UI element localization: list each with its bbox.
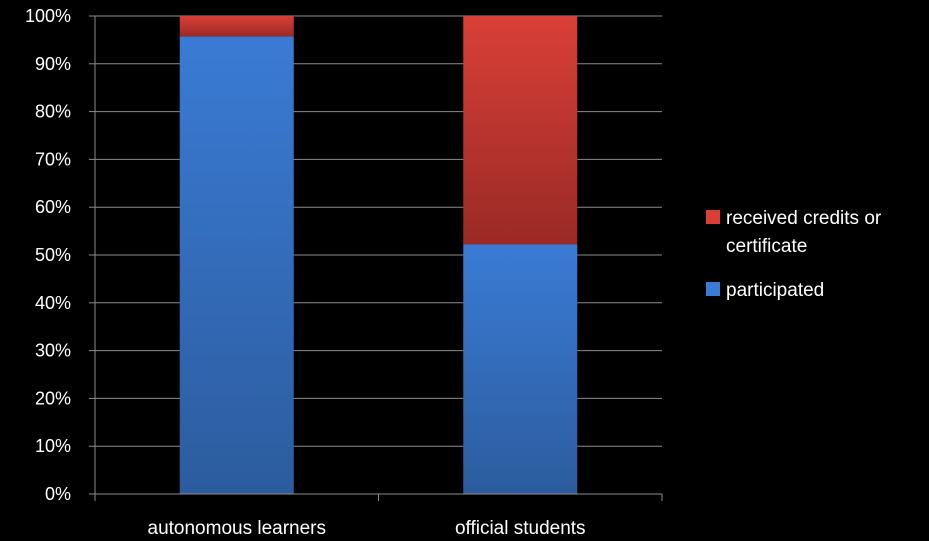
y-tick-label: 50% bbox=[35, 245, 71, 265]
legend-item: received credits or certificate bbox=[706, 208, 882, 257]
y-tick-label: 0% bbox=[45, 484, 71, 504]
y-tick-label: 60% bbox=[35, 197, 71, 217]
bar-participated-official-students bbox=[463, 244, 578, 494]
bars bbox=[179, 16, 578, 494]
y-tick-label: 80% bbox=[35, 102, 71, 122]
legend-item: participated bbox=[706, 280, 824, 301]
y-tick-label: 100% bbox=[25, 6, 71, 26]
y-tick-label: 10% bbox=[35, 436, 71, 456]
legend-swatch bbox=[706, 210, 720, 224]
y-tick-label: 70% bbox=[35, 149, 71, 169]
legend-label: participated bbox=[726, 280, 824, 301]
legend-swatch bbox=[706, 282, 720, 296]
bar-participated-autonomous-learners bbox=[179, 36, 294, 494]
y-tick-label: 90% bbox=[35, 54, 71, 74]
legend-label: certificate bbox=[726, 236, 807, 257]
legend: received credits or certificate participat… bbox=[706, 208, 882, 301]
x-category-label: official students bbox=[455, 518, 586, 539]
x-category-labels: autonomous learners official students bbox=[148, 518, 586, 539]
bar-received-credits-or-certificate-official-students bbox=[463, 16, 578, 245]
y-tick-label: 20% bbox=[35, 388, 71, 408]
y-tick-label: 30% bbox=[35, 341, 71, 361]
y-tick-label: 40% bbox=[35, 293, 71, 313]
y-tick-labels: 0% 10% 20% 30% 40% 50% 60% 70% 80% 90% 100% bbox=[25, 6, 71, 504]
bar-received-credits-or-certificate-autonomous-learners bbox=[179, 16, 294, 37]
x-category-label: autonomous learners bbox=[148, 518, 327, 539]
axes bbox=[94, 16, 663, 501]
legend-label: received credits or bbox=[726, 208, 882, 229]
